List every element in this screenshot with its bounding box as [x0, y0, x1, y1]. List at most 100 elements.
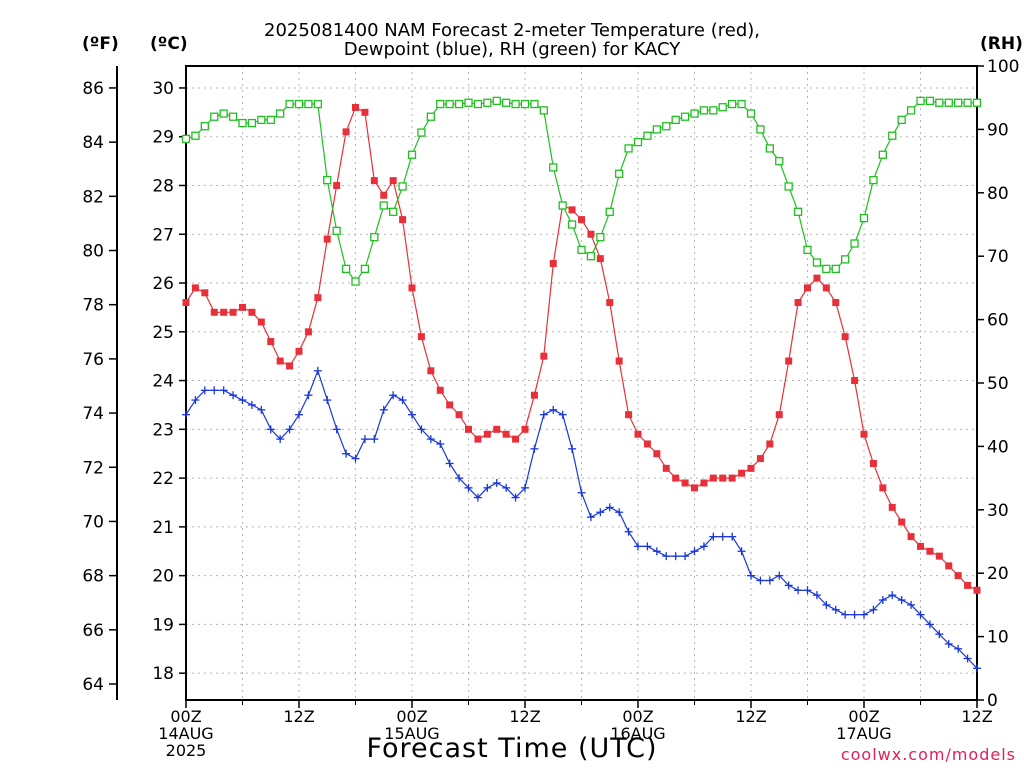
- temperature-point: [860, 430, 868, 438]
- series-line-rh: [185, 100, 977, 283]
- temperature-point: [323, 235, 331, 243]
- dewpoint-point: [219, 386, 228, 395]
- temperature-point: [257, 318, 265, 326]
- rh-point: [426, 112, 435, 121]
- dewpoint-point: [351, 454, 360, 463]
- temperature-point: [728, 474, 736, 482]
- rh-tick-label: 30: [987, 501, 1009, 521]
- temperature-point: [578, 216, 585, 224]
- rh-point: [765, 144, 774, 153]
- dewpoint-point: [860, 610, 868, 619]
- rh-point: [511, 99, 520, 109]
- dewpoint-point: [944, 639, 953, 648]
- temperature-point: [851, 377, 859, 385]
- temperature-point: [945, 562, 953, 570]
- temperature-point: [295, 347, 303, 355]
- dewpoint-point: [200, 386, 209, 395]
- dewpoint-point: [313, 366, 322, 375]
- dewpoint-point: [822, 600, 831, 609]
- rh-point: [304, 99, 313, 109]
- temperature-point: [389, 177, 397, 185]
- x-tick-label: 00Z: [396, 707, 427, 726]
- dewpoint-point: [182, 410, 190, 419]
- rh-point: [897, 115, 906, 125]
- temperature-point: [380, 191, 388, 199]
- celsius-tick-label: 25: [152, 323, 174, 343]
- rh-point: [549, 163, 558, 172]
- dewpoint-point: [473, 493, 482, 502]
- celsius-tick-label: 19: [152, 615, 174, 635]
- temperature-point: [653, 450, 661, 458]
- rh-point: [756, 125, 765, 134]
- dewpoint-point: [191, 396, 200, 405]
- dewpoint-point: [445, 459, 454, 468]
- temperature-point: [775, 411, 783, 419]
- temperature-point: [888, 503, 896, 511]
- rh-point: [492, 96, 501, 106]
- dewpoint-point: [323, 396, 332, 405]
- dewpoint-point: [511, 493, 520, 502]
- dewpoint-point: [596, 508, 605, 517]
- series-rh: [181, 96, 982, 286]
- temperature-point: [446, 401, 454, 409]
- x-axis-label: Forecast Time (UTC): [366, 733, 658, 764]
- fahrenheit-tick-label: 80: [82, 242, 104, 262]
- dewpoint-point: [605, 503, 614, 512]
- rh-tick-label: 0: [987, 691, 998, 711]
- celsius-tick-label: 29: [152, 128, 174, 148]
- rh-point: [539, 106, 548, 115]
- fahrenheit-tick-label: 74: [82, 404, 104, 424]
- rh-point: [615, 169, 624, 178]
- rh-point: [247, 118, 257, 128]
- celsius-tick-label: 26: [152, 274, 174, 294]
- temperature-point: [229, 308, 237, 316]
- rh-point: [680, 112, 690, 121]
- rh-point: [690, 109, 699, 118]
- rh-point: [370, 233, 379, 242]
- temperature-point: [832, 299, 840, 307]
- rh-tick-label: 80: [987, 184, 1009, 204]
- dewpoint-point: [784, 581, 793, 590]
- temperature-point: [267, 338, 275, 346]
- dewpoint-point: [841, 610, 850, 619]
- temperature-point: [210, 308, 218, 316]
- fahrenheit-tick-label: 84: [82, 133, 104, 153]
- rh-point: [906, 106, 916, 115]
- rh-tick-label: 90: [987, 120, 1009, 140]
- rh-point: [812, 258, 822, 267]
- fahrenheit-tick-label: 66: [82, 621, 104, 641]
- x-tick-label: 00Z: [170, 707, 201, 726]
- temperature-point: [926, 547, 934, 555]
- temperature-point: [766, 440, 774, 448]
- rh-point: [577, 245, 586, 255]
- fahrenheit-tick-label: 68: [82, 567, 104, 587]
- rh-point: [257, 115, 266, 125]
- dewpoint-point: [360, 435, 369, 444]
- temperature-point: [681, 479, 689, 487]
- rh-tick-label: 70: [987, 247, 1009, 267]
- temperature-point: [333, 181, 341, 189]
- rh-tick-label: 10: [987, 628, 1009, 648]
- rh-point: [624, 144, 633, 153]
- rh-tick-label: 20: [987, 564, 1009, 584]
- rh-point: [662, 122, 671, 131]
- rh-point: [210, 112, 219, 121]
- series-dewpoint: [182, 366, 981, 673]
- rh-point: [417, 128, 426, 137]
- dewpoint-point: [615, 508, 624, 517]
- dewpoint-point: [464, 483, 473, 492]
- dewpoint-point: [247, 400, 256, 409]
- temperature-point: [248, 308, 256, 316]
- temperature-point: [898, 518, 906, 526]
- dewpoint-point: [266, 425, 275, 434]
- temperature-point: [738, 469, 746, 477]
- rh-point: [351, 277, 360, 286]
- x-tick-label: 2025: [166, 741, 207, 760]
- rh-point: [445, 99, 454, 109]
- rh-point: [567, 220, 577, 229]
- dewpoint-point: [954, 644, 963, 653]
- x-tick-label: 12Z: [735, 707, 766, 726]
- fahrenheit-tick-label: 86: [82, 79, 104, 99]
- dewpoint-point: [869, 605, 878, 614]
- temperature-point: [314, 294, 322, 302]
